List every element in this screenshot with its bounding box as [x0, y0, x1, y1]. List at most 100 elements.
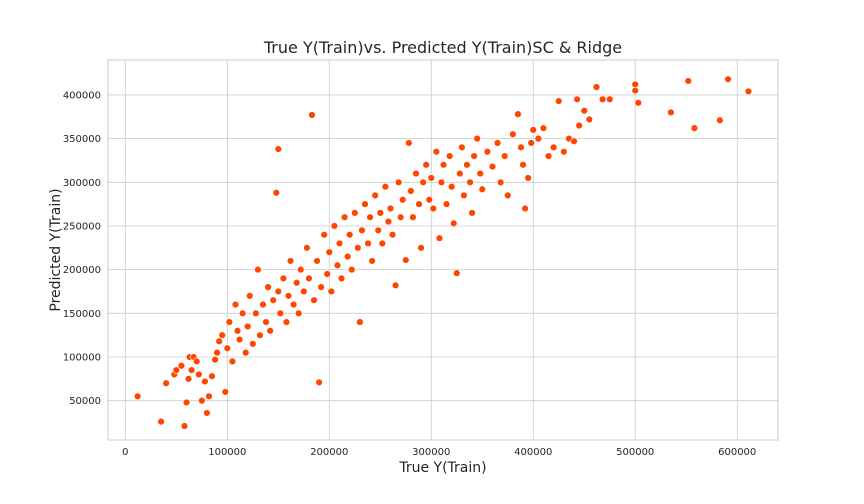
y-tick-labels: 50000 100000 150000 200000 250000 300000 35000…	[63, 90, 101, 407]
data-point	[235, 335, 244, 344]
data-point	[284, 292, 293, 300]
data-point	[282, 318, 291, 326]
data-point	[573, 95, 581, 104]
data-point	[386, 204, 395, 213]
data-point	[274, 145, 283, 153]
data-point	[343, 252, 352, 261]
data-point	[195, 370, 203, 379]
data-point	[412, 169, 420, 178]
data-point	[218, 331, 226, 339]
data-point	[300, 287, 308, 296]
data-point	[466, 178, 474, 186]
data-point	[317, 283, 325, 291]
data-point	[238, 309, 247, 318]
data-point	[205, 392, 213, 401]
data-point	[716, 116, 724, 124]
data-point	[292, 279, 301, 287]
data-point	[330, 222, 339, 230]
data-point	[476, 169, 484, 178]
data-point	[272, 189, 280, 197]
data-point	[517, 143, 525, 152]
data-point	[313, 257, 321, 265]
y-tick-label: 350000	[63, 134, 101, 145]
y-tick-label: 100000	[63, 353, 101, 364]
data-point	[415, 200, 423, 208]
data-point	[539, 124, 548, 132]
data-point	[374, 226, 382, 235]
data-point	[394, 178, 403, 186]
data-point	[221, 388, 229, 396]
data-point	[384, 217, 393, 226]
data-point	[208, 372, 216, 380]
data-point	[276, 309, 285, 318]
x-tick-label: 300000	[412, 447, 450, 458]
data-point	[544, 152, 553, 160]
data-point	[259, 300, 267, 309]
data-point	[320, 231, 328, 239]
data-point	[514, 110, 522, 118]
data-point	[354, 244, 362, 252]
data-point	[432, 148, 441, 156]
data-point	[246, 292, 254, 300]
data-point	[295, 309, 303, 318]
data-point	[496, 178, 505, 186]
data-point	[213, 348, 221, 357]
data-point	[425, 196, 433, 204]
data-point	[325, 248, 333, 256]
data-point	[493, 139, 502, 147]
data-point	[177, 362, 186, 370]
data-point	[456, 169, 464, 178]
data-point	[256, 331, 264, 339]
data-point	[286, 257, 295, 265]
data-point	[252, 309, 260, 318]
data-point	[570, 137, 578, 145]
data-point	[445, 152, 454, 160]
data-point	[391, 281, 400, 290]
data-point	[407, 187, 415, 195]
data-point	[473, 134, 481, 143]
data-point	[269, 296, 277, 304]
data-point	[450, 219, 458, 228]
data-point	[396, 213, 405, 221]
data-point	[376, 209, 384, 217]
data-point	[254, 265, 262, 274]
data-point	[634, 99, 642, 107]
data-point	[521, 204, 529, 213]
data-point	[405, 139, 413, 147]
data-point	[244, 322, 252, 331]
data-point	[509, 130, 517, 138]
data-point	[289, 300, 298, 309]
data-point	[378, 239, 387, 248]
data-point	[598, 95, 607, 104]
data-point	[157, 417, 165, 426]
data-point	[447, 182, 456, 191]
data-point	[228, 357, 237, 366]
data-point	[435, 234, 444, 242]
x-tick-label: 500000	[616, 447, 654, 458]
data-point	[223, 344, 232, 352]
data-point	[198, 396, 206, 405]
data-point	[437, 178, 446, 186]
x-tick-label: 600000	[718, 447, 756, 458]
data-point	[442, 200, 451, 208]
data-point	[402, 256, 410, 264]
data-point	[211, 355, 219, 364]
data-point	[184, 375, 193, 383]
data-point	[201, 377, 209, 386]
data-point	[631, 86, 639, 95]
data-point	[560, 148, 568, 156]
data-point	[337, 274, 346, 283]
data-point	[555, 97, 563, 105]
data-point	[606, 95, 614, 104]
data-point	[429, 204, 438, 213]
y-tick-label: 300000	[63, 178, 101, 189]
data-point	[187, 366, 196, 374]
data-point	[356, 318, 364, 326]
data-point	[439, 161, 448, 169]
data-point	[241, 348, 250, 357]
data-point	[358, 226, 366, 235]
y-tick-label: 50000	[69, 396, 101, 407]
data-point	[364, 239, 372, 248]
